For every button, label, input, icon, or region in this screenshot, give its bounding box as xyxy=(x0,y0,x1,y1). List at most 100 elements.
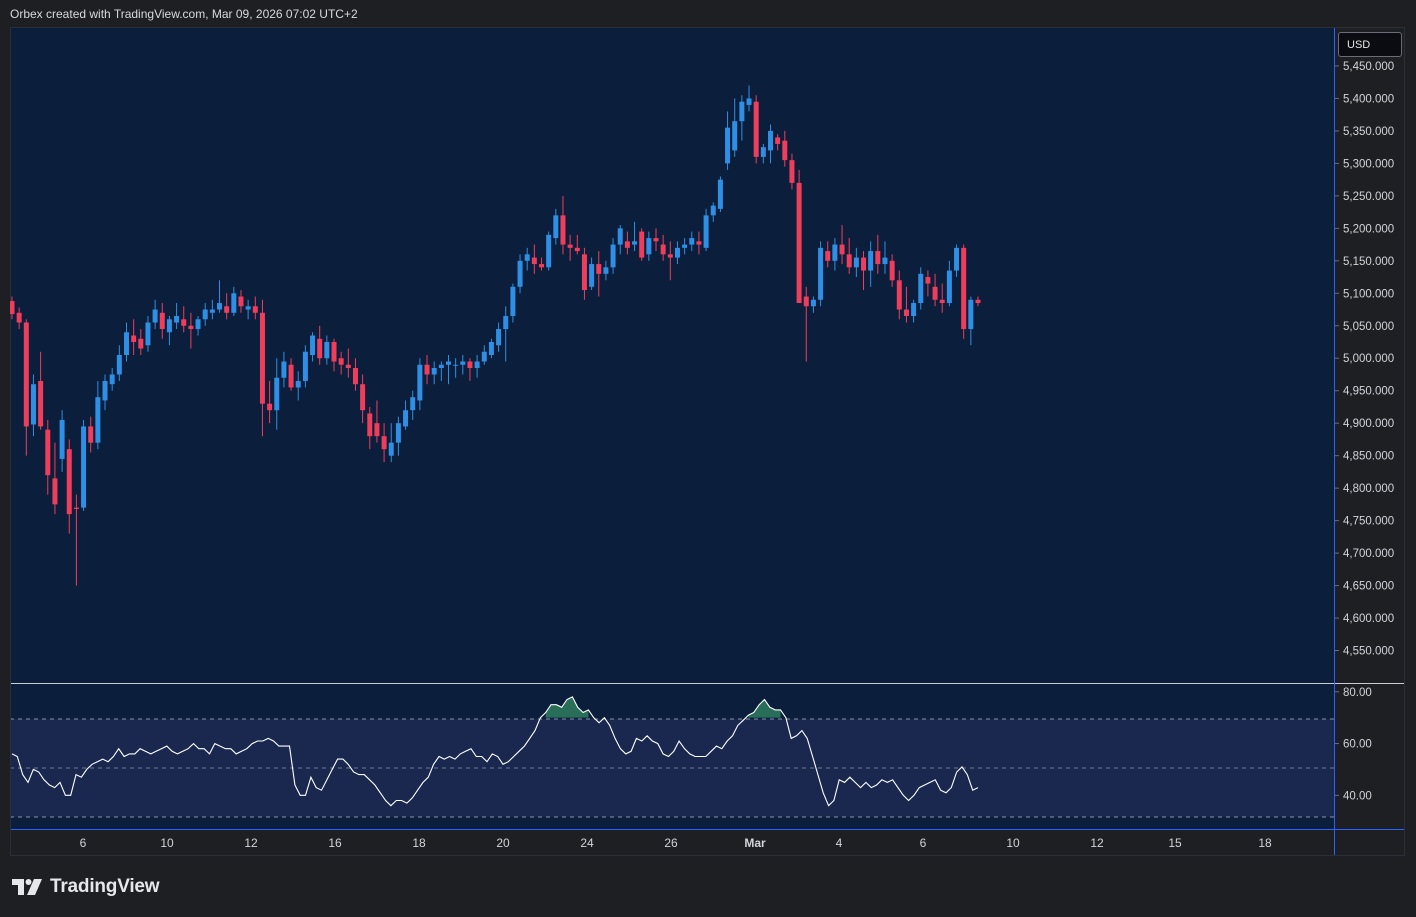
candle-body xyxy=(524,254,530,261)
price-scale[interactable]: 5,450.000 5,400.000 5,350.000 5,300.000 5,25… xyxy=(1335,61,1394,658)
candle-body xyxy=(102,380,108,401)
candle xyxy=(281,351,287,388)
candle xyxy=(159,303,165,339)
candlestick-series xyxy=(9,85,981,586)
candle xyxy=(66,439,72,534)
candle xyxy=(224,293,230,320)
candle-body xyxy=(274,377,280,411)
candle-body xyxy=(624,241,630,248)
time-tick-label: 6 xyxy=(80,836,87,850)
candle-body xyxy=(925,277,931,284)
time-tick-label: 4 xyxy=(836,836,843,850)
candle xyxy=(861,251,867,291)
time-tick-label: Mar xyxy=(744,836,766,850)
candle-body xyxy=(95,397,101,443)
attribution-text: Orbex created with TradingView.com, Mar … xyxy=(10,7,358,21)
candle-body xyxy=(846,254,852,268)
time-tick-label: 24 xyxy=(580,836,594,850)
time-scale[interactable]: 6 10 12 16 18 20 24 26 Mar 4 6 10 12 15 18 xyxy=(80,836,1272,850)
candle-body xyxy=(553,215,559,239)
candle-body xyxy=(395,423,401,443)
chart-svg[interactable]: 5,450.000 5,400.000 5,350.000 5,300.000 5,25… xyxy=(9,27,1405,856)
candle xyxy=(267,380,273,424)
candle-body xyxy=(589,264,595,287)
candle xyxy=(868,241,874,287)
candle xyxy=(438,361,444,381)
rsi-tick-label: 60.00 xyxy=(1343,739,1372,751)
candle xyxy=(181,306,187,333)
candle-body xyxy=(324,342,330,359)
candle xyxy=(832,238,838,271)
candle-body xyxy=(259,312,265,404)
candle-body xyxy=(889,260,895,281)
candle xyxy=(717,176,723,213)
candle xyxy=(381,423,387,463)
candle-body xyxy=(896,280,902,310)
candle xyxy=(52,442,58,515)
candle-body xyxy=(424,364,430,375)
candle-body xyxy=(911,303,917,317)
candle xyxy=(875,234,881,274)
candle-body xyxy=(539,264,545,268)
candle-body xyxy=(388,442,394,456)
candle-body xyxy=(560,215,566,245)
candle-body xyxy=(16,312,22,323)
candle-body xyxy=(546,234,552,268)
candle-body xyxy=(882,257,888,265)
candle xyxy=(317,325,323,365)
candle xyxy=(560,195,566,255)
candle xyxy=(682,238,688,255)
rsi-scale[interactable]: 80.00 60.00 40.00 xyxy=(1335,687,1372,803)
candle xyxy=(746,85,752,112)
candle-body xyxy=(932,286,938,300)
candle xyxy=(102,374,108,411)
candle xyxy=(453,358,459,378)
candle-body xyxy=(703,215,709,248)
chart-area[interactable]: 5,450.000 5,400.000 5,350.000 5,300.000 5,25… xyxy=(9,27,1405,856)
candle xyxy=(131,319,137,355)
candle-body xyxy=(496,329,502,346)
candle-body xyxy=(152,309,158,323)
time-tick-label: 10 xyxy=(1006,836,1020,850)
candle-body xyxy=(510,286,516,317)
candle xyxy=(853,247,859,278)
time-tick-label: 20 xyxy=(496,836,510,850)
candle xyxy=(839,225,845,265)
candle-body xyxy=(954,247,960,271)
candle xyxy=(954,244,960,278)
candle xyxy=(818,241,824,307)
candle-body xyxy=(288,364,294,388)
price-tick-label: 5,250.000 xyxy=(1343,191,1394,203)
candle-body xyxy=(59,419,65,459)
candle-body xyxy=(38,380,44,427)
candle xyxy=(882,241,888,274)
candle xyxy=(961,244,967,339)
candle-body xyxy=(159,312,165,330)
candle xyxy=(553,208,559,245)
currency-badge[interactable]: USD xyxy=(1338,32,1402,57)
candle-body xyxy=(903,309,909,317)
candle-body xyxy=(30,384,36,425)
candle-body xyxy=(302,351,308,381)
candle-body xyxy=(574,247,580,252)
candle-body xyxy=(739,101,745,122)
candle xyxy=(302,345,308,388)
candle-body xyxy=(45,429,51,476)
candle-body xyxy=(646,238,652,255)
candle xyxy=(703,208,709,252)
candle-body xyxy=(109,374,115,385)
price-tick-label: 5,300.000 xyxy=(1343,158,1394,170)
candle-body xyxy=(474,361,480,368)
candle-body xyxy=(810,299,816,307)
candle xyxy=(753,95,759,164)
candle xyxy=(946,260,952,307)
candle-body xyxy=(481,351,487,362)
candle-body xyxy=(431,367,437,375)
candle-body xyxy=(310,335,316,355)
candle xyxy=(202,303,208,326)
candle-body xyxy=(352,367,358,385)
tradingview-logo-icon xyxy=(12,879,42,895)
candle-body xyxy=(73,507,79,509)
candle xyxy=(252,296,258,320)
candle xyxy=(445,355,451,385)
